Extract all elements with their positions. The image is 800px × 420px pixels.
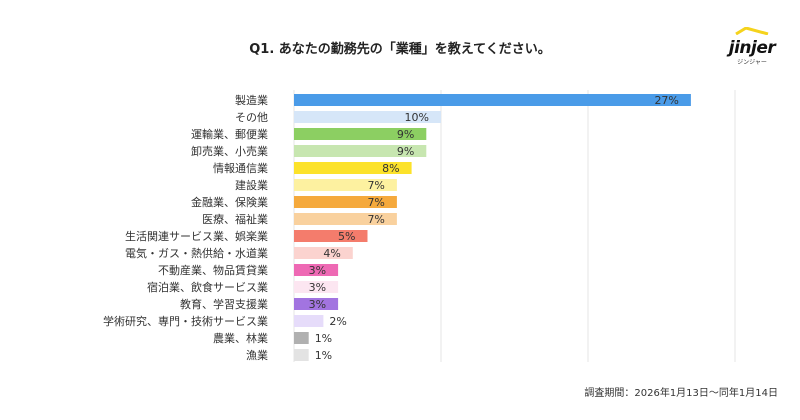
logo-kana: ジンジャー — [737, 59, 767, 66]
logo-text: jinjer — [728, 38, 776, 58]
data-label: 7% — [367, 213, 384, 226]
data-label: 7% — [367, 179, 384, 192]
category-label: 製造業 — [235, 93, 268, 107]
category-label: 教育、学習支援業 — [180, 297, 268, 311]
bar — [294, 349, 309, 361]
bar — [294, 264, 339, 276]
data-label: 8% — [382, 162, 399, 175]
bar — [294, 94, 691, 106]
survey-period-note: 調査期間：2026年1月13日〜同年1月14日 — [584, 388, 778, 399]
data-label: 2% — [329, 315, 346, 328]
category-label: 卸売業、小売業 — [191, 144, 268, 158]
category-label: 不動産業、物品賃貸業 — [158, 263, 268, 277]
bar — [294, 213, 397, 225]
data-label: 1% — [315, 349, 332, 362]
data-label: 10% — [405, 111, 429, 124]
chart-title: Q1. あなたの勤務先の「業種」を教えてください。 — [249, 42, 551, 57]
jinjer-logo: jinjer ジンジャー — [722, 20, 782, 66]
category-label: 生活関連サービス業、娯楽業 — [125, 229, 268, 243]
category-label: その他 — [235, 111, 268, 124]
bar — [294, 281, 339, 293]
category-label: 情報通信業 — [213, 162, 268, 175]
bar — [294, 298, 339, 310]
category-label: 医療、福祉業 — [202, 212, 268, 226]
bar — [294, 145, 427, 157]
bar — [294, 111, 441, 123]
category-label: 金融業、保険業 — [191, 195, 268, 209]
category-label: 宿泊業、飲食サービス業 — [147, 280, 268, 294]
data-label: 3% — [309, 264, 326, 277]
data-label: 9% — [397, 128, 414, 141]
data-label: 3% — [309, 298, 326, 311]
data-label: 1% — [315, 332, 332, 345]
category-label: 農業、林業 — [213, 331, 268, 345]
bar — [294, 179, 397, 191]
data-label: 7% — [367, 196, 384, 209]
bar — [294, 128, 427, 140]
bar — [294, 315, 324, 327]
category-label: 電気・ガス・熱供給・水道業 — [125, 246, 268, 260]
data-label: 4% — [323, 247, 340, 260]
data-label: 27% — [654, 94, 678, 107]
category-label: 運輸業、郵便業 — [191, 127, 268, 141]
bar — [294, 230, 368, 242]
logo-roof-icon — [735, 26, 769, 36]
bar — [294, 332, 309, 344]
bar — [294, 162, 412, 174]
data-label: 3% — [309, 281, 326, 294]
bar — [294, 196, 397, 208]
data-label: 5% — [338, 230, 355, 243]
category-label: 学術研究、専門・技術サービス業 — [103, 314, 268, 328]
category-label: 漁業 — [246, 348, 268, 362]
category-label: 建設業 — [235, 178, 268, 192]
data-label: 9% — [397, 145, 414, 158]
bar — [294, 247, 353, 259]
